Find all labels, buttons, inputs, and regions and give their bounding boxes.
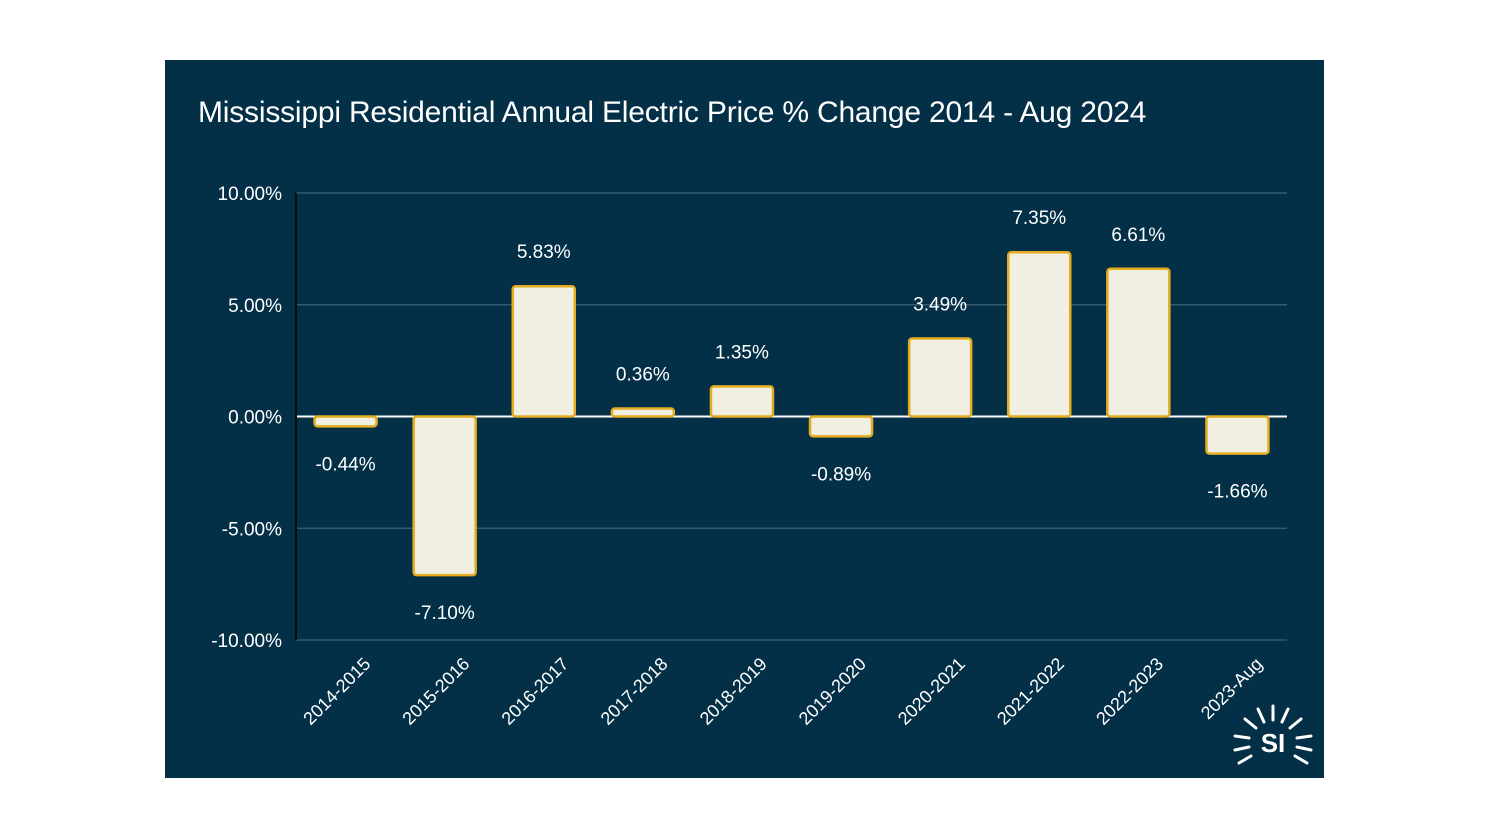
bar-2018-2019 <box>709 385 775 418</box>
chart-card: Mississippi Residential Annual Electric … <box>165 60 1324 778</box>
x-tick-label: 2014-2015 <box>299 654 374 729</box>
x-tick-label: 2019-2020 <box>795 654 870 729</box>
data-label: -1.66% <box>1207 482 1267 503</box>
y-tick-label: -10.00% <box>211 631 282 652</box>
x-tick-label: 2015-2016 <box>398 654 473 729</box>
y-tick-label: -5.00% <box>222 519 282 540</box>
x-tick-label: 2022-2023 <box>1092 654 1167 729</box>
y-tick-label: 10.00% <box>218 184 283 205</box>
chart-title: Mississippi Residential Annual Electric … <box>198 96 1147 129</box>
x-tick-label: 2017-2018 <box>597 654 672 729</box>
bar-2022-2023 <box>1106 267 1171 418</box>
bar-2021-2022 <box>1007 250 1072 418</box>
x-tick-label: 2016-2017 <box>498 654 573 729</box>
y-tick-label: 0.00% <box>228 408 282 429</box>
bar-2020-2021 <box>907 337 973 418</box>
data-label: -7.10% <box>415 603 475 624</box>
bar-chart: 10.00% 5.00% 0.00% -5.00% -10.00% -0.44% 2014-… <box>211 184 1287 729</box>
y-tick-label: 5.00% <box>228 296 282 317</box>
sunburst-logo-icon: SI <box>1233 704 1313 765</box>
data-label: 3.49% <box>913 294 967 315</box>
bar-2016-2017 <box>511 284 576 418</box>
logo-text: SI <box>1261 728 1286 758</box>
data-label: 6.61% <box>1111 225 1165 246</box>
x-tick-label: 2021-2022 <box>993 654 1068 729</box>
bar-2017-2018 <box>610 407 676 418</box>
data-label: 7.35% <box>1012 208 1066 229</box>
data-label: -0.89% <box>811 464 871 485</box>
bar-2014-2015 <box>313 415 378 428</box>
data-label: 5.83% <box>517 242 571 263</box>
bar-2023-Aug <box>1205 415 1270 455</box>
bar-2019-2020 <box>808 415 874 438</box>
data-label: 0.36% <box>616 364 670 385</box>
x-tick-label: 2020-2021 <box>894 654 969 729</box>
x-tick-label: 2018-2019 <box>696 654 771 729</box>
data-label: -0.44% <box>315 454 375 475</box>
data-label: 1.35% <box>715 342 769 363</box>
bar-2015-2016 <box>412 415 477 577</box>
